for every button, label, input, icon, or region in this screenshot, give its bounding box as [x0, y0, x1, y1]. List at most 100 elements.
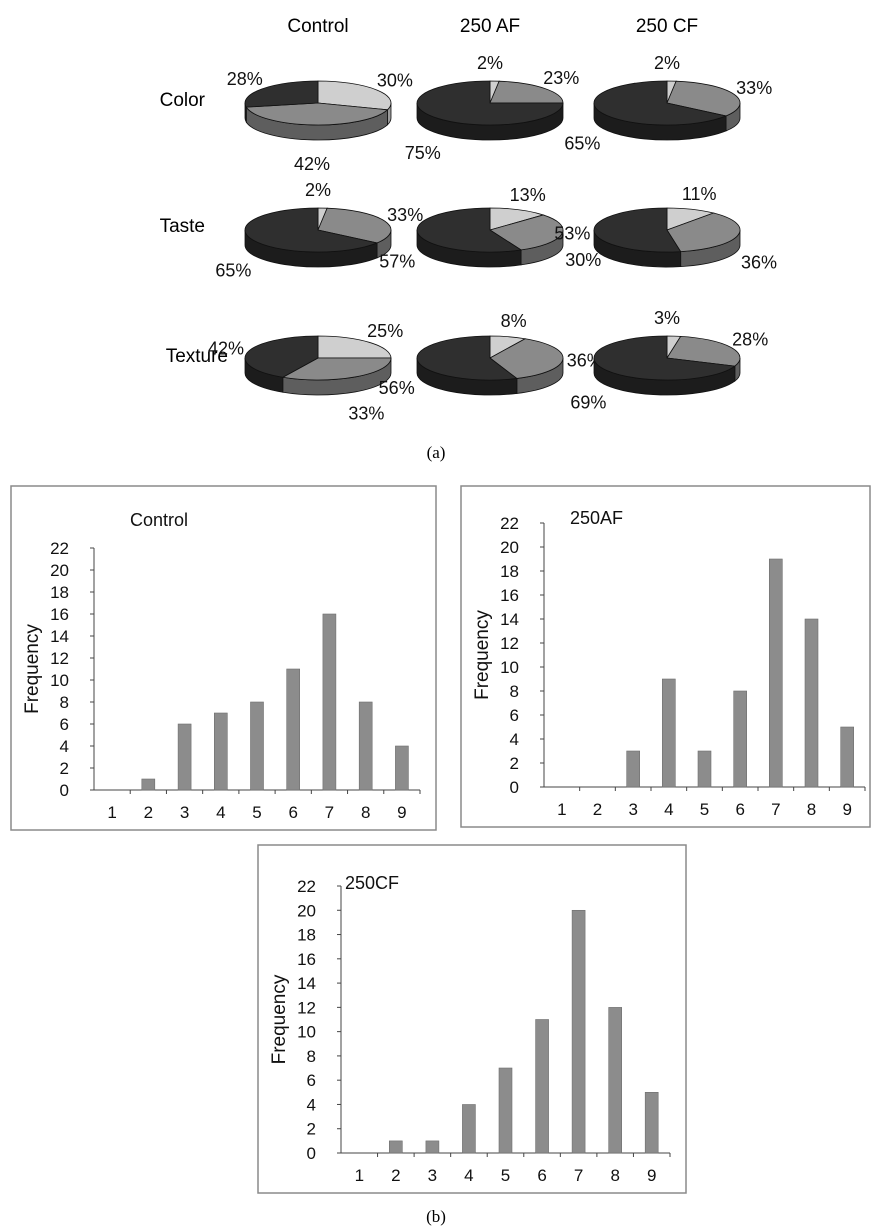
y-tick-label: 22	[297, 877, 316, 896]
pie-slice-mid	[666, 212, 741, 253]
pie-label: 28%	[227, 69, 263, 89]
pie-slice-dark	[244, 207, 379, 253]
bar-8	[804, 618, 819, 788]
bar-4	[661, 678, 676, 788]
column-header-250af: 250 AF	[460, 16, 520, 37]
y-tick-label: 14	[50, 627, 69, 646]
pie-label: 23%	[543, 68, 579, 88]
y-tick-label: 12	[50, 649, 69, 668]
pie-label: 75%	[405, 143, 441, 163]
x-tick-label: 4	[464, 1166, 473, 1185]
pie-label: 56%	[379, 378, 415, 398]
pie-label: 3%	[654, 308, 680, 328]
pie-slice-mid	[245, 102, 389, 126]
y-tick-label: 20	[297, 901, 316, 920]
pie-label: 8%	[501, 311, 527, 331]
pie-slice-mid	[666, 335, 741, 367]
pie-slice-light	[317, 335, 392, 359]
x-tick-label: 8	[807, 800, 816, 819]
pie-slice-dark	[244, 335, 319, 378]
pie-label: 53%	[554, 224, 590, 244]
x-tick-label: 3	[628, 800, 637, 819]
x-tick-label: 9	[647, 1166, 656, 1185]
pie-label: 33%	[387, 205, 423, 225]
y-tick-label: 0	[510, 778, 519, 797]
pie-taste-control: 2% 33% 65%	[215, 180, 423, 280]
y-tick-label: 2	[307, 1120, 316, 1139]
y-tick-label: 14	[297, 974, 316, 993]
y-tick-label: 12	[500, 634, 519, 653]
pie-label: 69%	[570, 392, 606, 412]
x-tick-label: 3	[180, 803, 189, 822]
x-tick-label: 3	[428, 1166, 437, 1185]
y-tick-label: 10	[50, 671, 69, 690]
y-tick-label: 20	[50, 561, 69, 580]
y-tick-label: 14	[500, 610, 519, 629]
y-axis-label: Frequency	[472, 610, 493, 700]
pie-slice-dark	[416, 80, 564, 126]
x-tick-label: 8	[610, 1166, 619, 1185]
y-tick-label: 12	[297, 998, 316, 1017]
pie-color-250cf: 2% 33% 65%	[564, 53, 772, 153]
x-tick-label: 1	[107, 803, 116, 822]
y-tick-label: 16	[297, 950, 316, 969]
x-tick-label: 6	[537, 1166, 546, 1185]
y-tick-label: 6	[510, 706, 519, 725]
bar-6	[535, 1019, 549, 1154]
pie-slice-dark	[416, 335, 518, 381]
pie-slice-dark	[593, 80, 728, 126]
y-tick-label: 6	[60, 715, 69, 734]
x-tick-label: 7	[771, 800, 780, 819]
x-tick-label: 7	[325, 803, 334, 822]
x-tick-label: 4	[216, 803, 225, 822]
x-tick-label: 9	[842, 800, 851, 819]
bar-8	[608, 1007, 623, 1154]
pie-taste-250af: 13% 30% 57%	[379, 185, 601, 271]
bar-4	[462, 1104, 476, 1154]
histogram-title: 250CF	[345, 873, 399, 893]
y-tick-label: 8	[60, 693, 69, 712]
y-tick-label: 18	[500, 562, 519, 581]
row-label-taste: Taste	[160, 216, 205, 237]
y-tick-label: 20	[500, 538, 519, 557]
pie-label: 65%	[564, 133, 600, 153]
pie-label: 2%	[477, 53, 503, 73]
pie-label: 2%	[654, 53, 680, 73]
bar-7	[571, 909, 586, 1154]
y-tick-label: 8	[307, 1047, 316, 1066]
y-tick-label: 2	[60, 759, 69, 778]
y-tick-label: 22	[50, 539, 69, 558]
y-tick-label: 4	[60, 737, 69, 756]
bar-7	[322, 613, 337, 791]
pie-label: 36%	[741, 253, 777, 273]
pie-slice-dark	[416, 207, 523, 253]
bar-8	[358, 701, 373, 791]
caption-a: (a)	[427, 443, 446, 462]
x-tick-label: 5	[252, 803, 261, 822]
pie-label: 30%	[565, 250, 601, 270]
x-tick-label: 2	[144, 803, 153, 822]
y-tick-label: 18	[297, 926, 316, 945]
y-tick-label: 6	[307, 1071, 316, 1090]
bar-5	[250, 701, 264, 791]
y-tick-label: 10	[500, 658, 519, 677]
pie-charts: 30% 42% 28% 2% 23% 75% 2% 33% 65% 2% 33% 65% 13% 30% 5…	[208, 53, 777, 424]
panel-a-pie-grid: Control 250 AF 250 CF Color Taste Textur…	[160, 16, 777, 462]
row-label-texture: Texture	[166, 346, 228, 367]
pie-taste-250cf: 11% 36% 53%	[554, 184, 777, 272]
bar-3	[425, 1140, 440, 1154]
pie-slice-light	[317, 80, 392, 111]
x-tick-label: 9	[397, 803, 406, 822]
bar-3	[177, 723, 192, 791]
x-tick-label: 5	[501, 1166, 510, 1185]
pie-label: 2%	[305, 180, 331, 200]
bar-6	[286, 668, 301, 791]
bar-4	[214, 712, 228, 791]
y-axis-label: Frequency	[22, 624, 43, 714]
caption-b: (b)	[426, 1207, 446, 1226]
column-header-control: Control	[287, 16, 348, 37]
